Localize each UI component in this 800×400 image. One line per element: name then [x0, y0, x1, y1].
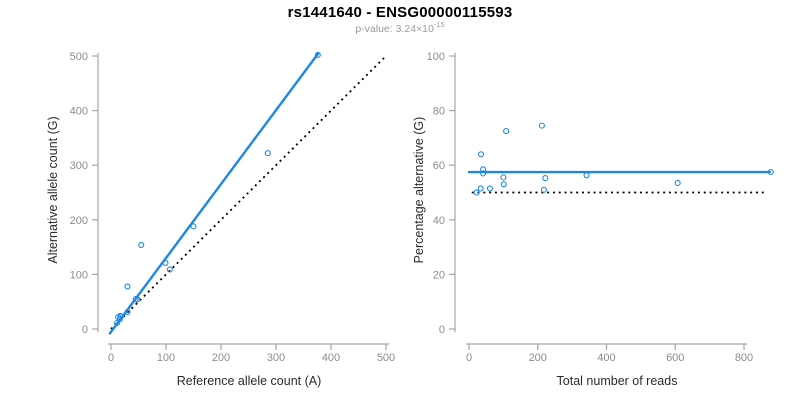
data-point — [116, 316, 123, 323]
x-tick-label: 0 — [466, 352, 472, 364]
data-point — [583, 172, 590, 179]
y-tick-label: 100 — [70, 269, 88, 281]
plot-allele-counts: 0 100 200 300 400 500 0 100 200 300 400 500 Referenc… — [46, 51, 395, 388]
data-point — [538, 122, 545, 129]
data-point — [480, 170, 487, 177]
data-point — [162, 259, 169, 266]
y-tick-label: 200 — [70, 215, 88, 227]
data-point — [124, 309, 131, 316]
data-point — [264, 150, 271, 157]
y-tick-label: 300 — [70, 160, 88, 172]
data-point — [540, 186, 547, 193]
data-point — [117, 313, 124, 320]
data-point — [134, 296, 141, 303]
x-tick-label: 400 — [322, 352, 340, 364]
data-point — [500, 181, 507, 188]
data-point — [114, 319, 121, 327]
y-tick-label: 500 — [70, 51, 88, 63]
x-tick-label: 800 — [735, 352, 753, 364]
pvalue-prefix: p-value: — [355, 23, 396, 35]
data-point — [486, 185, 494, 192]
x-tick-label: 400 — [597, 352, 615, 364]
figure-subtitle: p-value: 3.24×10-15 — [0, 19, 800, 35]
y-axis-title: Alternative allele count (G) — [46, 116, 60, 263]
data-point — [166, 266, 173, 273]
data-point — [674, 179, 681, 186]
data-point — [480, 166, 487, 173]
data-point — [477, 151, 485, 158]
y-tick-label: 0 — [439, 324, 445, 336]
y-axis-title: Percentage alternative (G) — [412, 117, 426, 264]
data-point — [190, 223, 197, 230]
x-axis-title: Total number of reads — [557, 374, 678, 388]
figure-title: rs1441640 - ENSG00000115593 — [287, 4, 513, 21]
x-tick-label: 100 — [157, 352, 175, 364]
reference-line — [110, 55, 387, 330]
x-axis-title: Reference allele count (A) — [177, 374, 322, 388]
y-tick-label: 80 — [433, 106, 445, 118]
y-tick-label: 100 — [427, 51, 445, 63]
x-tick-label: 600 — [666, 352, 684, 364]
y-tick-label: 40 — [433, 215, 445, 227]
fit-line — [108, 52, 320, 335]
data-point — [314, 51, 321, 58]
y-tick-label: 60 — [433, 160, 445, 172]
pvalue-base: ×10 — [416, 23, 434, 35]
plot-percentage-vs-reads: 0 200 400 600 800 0 20 40 60 80 100 Total number of… — [412, 51, 774, 388]
x-tick-label: 200 — [529, 352, 547, 364]
x-tick-label: 500 — [377, 352, 395, 364]
data-point — [138, 241, 145, 248]
data-point — [503, 128, 510, 135]
x-tick-label: 200 — [212, 352, 230, 364]
data-point — [767, 168, 774, 176]
data-point — [124, 283, 131, 290]
x-tick-label: 0 — [108, 352, 114, 364]
data-point — [473, 189, 480, 196]
y-tick-label: 400 — [70, 106, 88, 118]
data-point — [500, 174, 507, 181]
data-point — [542, 174, 549, 182]
y-tick-label: 20 — [433, 269, 445, 281]
pvalue-exponent: -15 — [433, 19, 445, 29]
data-point — [477, 185, 484, 192]
x-tick-label: 300 — [267, 352, 285, 364]
y-tick-label: 0 — [82, 324, 88, 336]
pvalue-mantissa: 3.24 — [395, 23, 417, 35]
